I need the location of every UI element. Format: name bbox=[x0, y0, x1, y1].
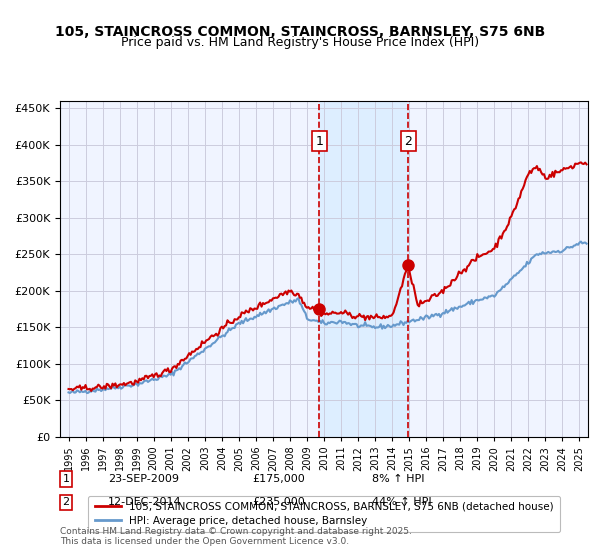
Text: 105, STAINCROSS COMMON, STAINCROSS, BARNSLEY, S75 6NB: 105, STAINCROSS COMMON, STAINCROSS, BARN… bbox=[55, 25, 545, 39]
Text: 1: 1 bbox=[316, 134, 323, 148]
Text: 23-SEP-2009: 23-SEP-2009 bbox=[108, 474, 179, 484]
Bar bbox=[319, 101, 409, 437]
Text: 44% ↑ HPI: 44% ↑ HPI bbox=[372, 497, 431, 507]
Text: Contains HM Land Registry data © Crown copyright and database right 2025.
This d: Contains HM Land Registry data © Crown c… bbox=[60, 526, 412, 546]
Text: 2: 2 bbox=[404, 134, 412, 148]
Text: 1: 1 bbox=[62, 474, 70, 484]
Legend: 105, STAINCROSS COMMON, STAINCROSS, BARNSLEY, S75 6NB (detached house), HPI: Ave: 105, STAINCROSS COMMON, STAINCROSS, BARN… bbox=[88, 496, 560, 533]
Text: 12-DEC-2014: 12-DEC-2014 bbox=[108, 497, 182, 507]
Text: 2: 2 bbox=[62, 497, 70, 507]
Text: Price paid vs. HM Land Registry's House Price Index (HPI): Price paid vs. HM Land Registry's House … bbox=[121, 36, 479, 49]
Text: £175,000: £175,000 bbox=[252, 474, 305, 484]
Text: 8% ↑ HPI: 8% ↑ HPI bbox=[372, 474, 425, 484]
Text: £235,000: £235,000 bbox=[252, 497, 305, 507]
